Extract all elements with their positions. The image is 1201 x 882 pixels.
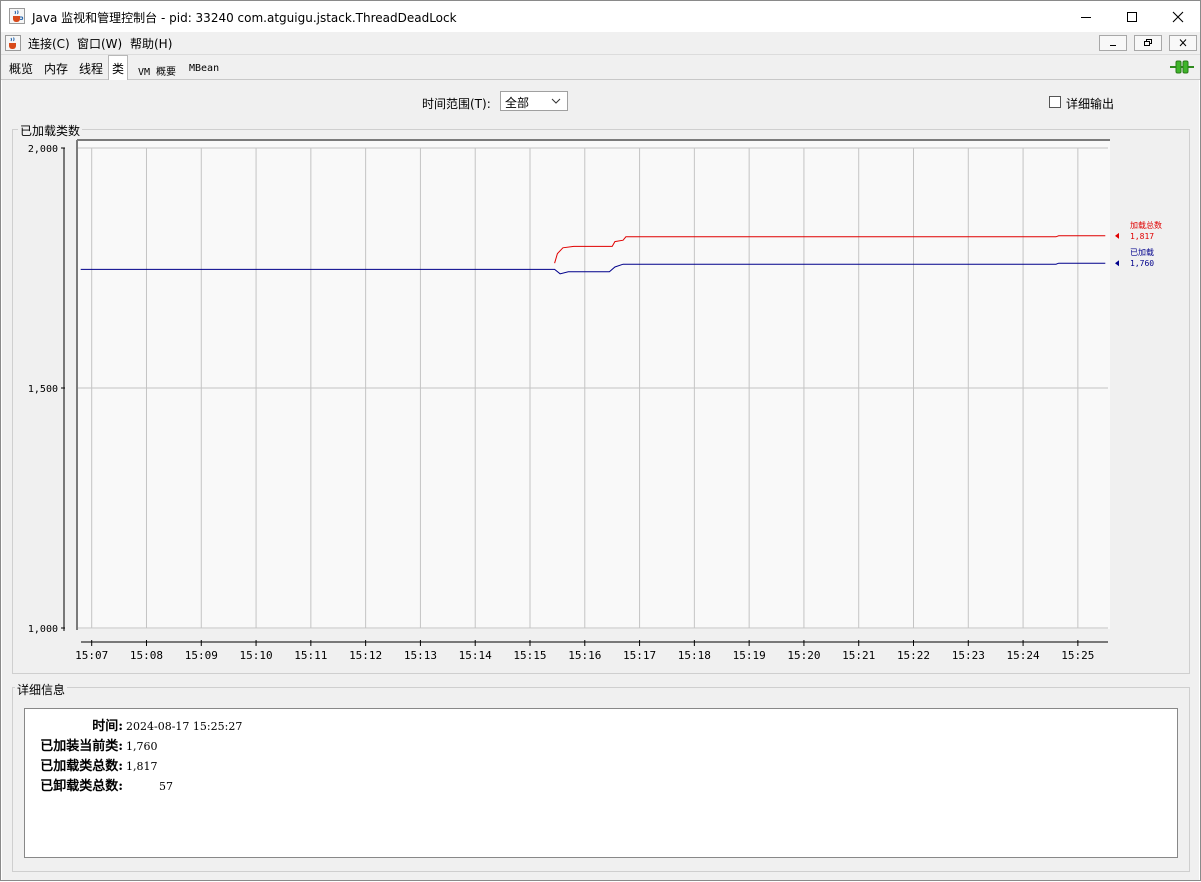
- detail-row-total-loaded: 已加载类总数: 1,817: [29, 755, 158, 774]
- close-icon: [1172, 11, 1184, 22]
- java-cup-icon: [5, 35, 21, 51]
- plot-area: [78, 140, 1110, 629]
- x-tick-label: 15:13: [404, 649, 437, 662]
- connection-status-icon: [1170, 60, 1194, 74]
- x-tick-label: 15:17: [623, 649, 656, 662]
- mdi-close-button[interactable]: [1169, 35, 1197, 51]
- maximize-button[interactable]: [1109, 1, 1155, 32]
- series-line-loaded: [80, 262, 1106, 275]
- mdi-restore-button[interactable]: [1134, 35, 1162, 51]
- title-bar: Java 监视和管理控制台 - pid: 33240 com.atguigu.j…: [1, 1, 1200, 32]
- maximize-icon: [1127, 11, 1137, 22]
- detail-value: 1,760: [126, 740, 158, 753]
- x-tick-label: 15:24: [1007, 649, 1040, 662]
- menu-connection[interactable]: 连接(C): [28, 37, 70, 51]
- tab-overview[interactable]: 概览: [9, 62, 34, 76]
- x-tick-label: 15:12: [349, 649, 382, 662]
- tab-classes[interactable]: 类: [108, 55, 129, 80]
- x-tick-label: 15:09: [185, 649, 218, 662]
- series-current-value: 1,760: [1130, 259, 1154, 268]
- series-marker: [1115, 232, 1119, 239]
- x-tick-label: 15:21: [842, 649, 875, 662]
- time-range-value: 全部: [505, 96, 530, 110]
- detail-output-label: 详细输出: [1066, 97, 1115, 111]
- y-tick-label: 1,500: [28, 384, 58, 395]
- x-tick-label: 15:08: [130, 649, 163, 662]
- loaded-classes-panel-title: 已加载类数: [18, 122, 83, 139]
- time-range-select[interactable]: 全部: [500, 91, 568, 111]
- y-tick-label: 2,000: [28, 144, 58, 155]
- detail-key: 时间:: [92, 719, 123, 734]
- x-tick-label: 15:23: [952, 649, 985, 662]
- time-range-label: 时间范围(T):: [422, 97, 491, 111]
- menu-help[interactable]: 帮助(H): [130, 37, 173, 51]
- detail-value: 57: [159, 780, 173, 793]
- window-title: Java 监视和管理控制台 - pid: 33240 com.atguigu.j…: [32, 11, 457, 25]
- detail-row-total-unloaded: 已卸载类总数: 57: [29, 775, 173, 794]
- x-tick-label: 15:19: [733, 649, 766, 662]
- detail-value: 2024-08-17 15:25:27: [126, 720, 243, 733]
- chevron-down-icon: [551, 98, 561, 104]
- x-tick-label: 15:16: [568, 649, 601, 662]
- loaded-classes-panel: [12, 129, 1190, 674]
- series-name: 已加载: [1130, 247, 1154, 257]
- y-tick-label: 1,000: [28, 624, 58, 635]
- detail-key: 已加装当前类:: [40, 739, 123, 754]
- series-current-value: 1,817: [1130, 232, 1154, 241]
- tab-vm-summary[interactable]: VM 概要: [138, 67, 177, 78]
- x-tick-label: 15:07: [75, 649, 108, 662]
- x-tick-label: 15:15: [513, 649, 546, 662]
- minimize-icon: [1110, 45, 1116, 46]
- detail-row-time: 时间: 2024-08-17 15:25:27: [29, 715, 242, 734]
- details-box: 时间: 2024-08-17 15:25:27 已加装当前类: 1,760 已加载类…: [24, 708, 1178, 858]
- x-tick-label: 15:20: [787, 649, 820, 662]
- details-panel: [12, 687, 1190, 872]
- tab-memory[interactable]: 内存: [44, 62, 69, 76]
- tab-threads[interactable]: 线程: [79, 62, 104, 76]
- x-tick-label: 15:18: [678, 649, 711, 662]
- details-panel-title: 详细信息: [15, 681, 68, 698]
- mdi-minimize-button[interactable]: [1099, 35, 1127, 51]
- detail-row-current-loaded: 已加装当前类: 1,760: [29, 735, 158, 754]
- minimize-button[interactable]: [1063, 1, 1109, 32]
- java-cup-icon: [9, 8, 25, 24]
- detail-key: 已加载类总数:: [40, 759, 123, 774]
- close-button[interactable]: [1155, 1, 1201, 32]
- x-tick-label: 15:10: [239, 649, 272, 662]
- tab-mbean[interactable]: MBean: [189, 63, 220, 74]
- detail-key: 已卸载类总数:: [40, 779, 123, 794]
- series-line-total: [554, 235, 1106, 264]
- x-tick-label: 15:14: [459, 649, 492, 662]
- x-tick-label: 15:22: [897, 649, 930, 662]
- x-tick-label: 15:11: [294, 649, 327, 662]
- x-tick-label: 15:25: [1061, 649, 1094, 662]
- series-marker: [1115, 260, 1119, 267]
- menu-bar: 连接(C) 窗口(W) 帮助(H): [1, 32, 1200, 55]
- tab-bar: 概览 内存 线程 类 VM 概要 MBean: [1, 55, 1200, 80]
- detail-value: 1,817: [126, 760, 158, 773]
- minimize-icon: [1081, 16, 1091, 18]
- restore-icon: [1144, 39, 1152, 46]
- detail-output-checkbox[interactable]: [1049, 96, 1061, 108]
- menu-window[interactable]: 窗口(W): [77, 37, 123, 51]
- close-icon: [1179, 39, 1187, 47]
- series-name: 加载总数: [1130, 220, 1162, 230]
